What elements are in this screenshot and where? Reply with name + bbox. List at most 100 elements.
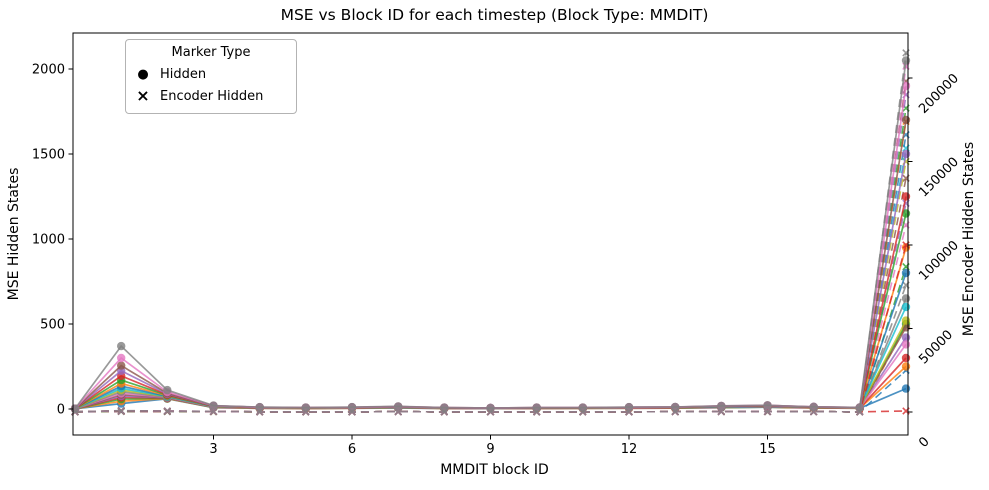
hidden-marker	[440, 403, 449, 412]
hidden-marker	[209, 401, 218, 410]
encoder-hidden-line	[74, 134, 907, 413]
series-timestep-5	[70, 174, 911, 416]
encoder-hidden-markers	[71, 117, 910, 416]
x-tick-label: 15	[759, 442, 776, 457]
left-y-tick-label: 0	[57, 403, 65, 418]
hidden-line	[74, 326, 907, 410]
hidden-marker	[117, 341, 126, 351]
encoder-hidden-line	[74, 178, 907, 413]
hidden-marker	[763, 401, 772, 410]
hidden-line	[74, 323, 907, 410]
encoder-hidden-line	[74, 266, 907, 413]
series-timestep-9	[70, 144, 911, 416]
series-timestep-11	[70, 117, 911, 416]
hidden-marker	[901, 316, 911, 325]
encoder-hidden-markers	[71, 131, 910, 416]
hidden-marker	[671, 402, 680, 412]
hidden-line	[74, 272, 907, 410]
series-timestep-17	[70, 49, 911, 416]
left-y-tick-label: 500	[40, 318, 65, 333]
encoder-hidden-markers	[71, 241, 910, 416]
left-y-tick-label: 2000	[32, 63, 65, 78]
hidden-line	[74, 343, 907, 410]
legend-item-label: Encoder Hidden	[160, 88, 264, 104]
encoder-hidden-markers	[71, 199, 910, 416]
hidden-marker	[901, 353, 911, 363]
encoder-hidden-markers	[71, 174, 910, 416]
encoder-hidden-line	[74, 244, 907, 413]
hidden-marker	[901, 115, 911, 125]
hidden-line	[74, 196, 907, 410]
legend-item-hidden: ● Hidden	[126, 63, 296, 85]
series-timestep-8	[70, 157, 911, 416]
hidden-marker	[901, 302, 911, 312]
hidden-marker	[717, 401, 726, 411]
series-timestep-6	[70, 221, 911, 416]
series-layer	[70, 49, 911, 416]
x-tick-label: 3	[209, 442, 217, 457]
hidden-marker	[901, 192, 911, 201]
series-timestep-2	[70, 262, 911, 416]
hidden-line	[74, 85, 907, 410]
hidden-marker	[901, 340, 911, 349]
encoder-hidden-markers	[71, 144, 910, 416]
series-timestep-15	[70, 77, 911, 416]
hidden-marker	[624, 402, 634, 412]
encoder-hidden-markers	[71, 157, 910, 416]
encoder-hidden-line	[74, 224, 907, 413]
hidden-line	[74, 320, 907, 410]
hidden-line	[74, 247, 907, 410]
encoder-hidden-line	[74, 324, 907, 413]
hidden-line	[74, 213, 907, 410]
left-y-axis-label: MSE Hidden States	[6, 167, 22, 301]
series-timestep-13	[70, 192, 911, 416]
series-timestep-12	[70, 104, 911, 416]
encoder-hidden-line	[74, 284, 907, 413]
encoder-hidden-markers	[71, 221, 910, 416]
hidden-marker	[901, 56, 911, 65]
series-timestep-7	[70, 281, 911, 416]
right-y-tick-label: 0	[916, 434, 932, 450]
series-timestep-16	[70, 62, 911, 416]
right-y-tick-label: 50000	[916, 327, 956, 367]
encoder-hidden-line	[74, 161, 907, 413]
x-axis-label: MMDIT block ID	[440, 462, 549, 478]
hidden-line	[74, 306, 907, 410]
encoder-hidden-markers	[71, 77, 910, 416]
hidden-marker	[532, 403, 541, 412]
x-tick-label: 6	[348, 442, 356, 457]
hidden-line	[74, 337, 907, 410]
encoder-hidden-line	[74, 203, 907, 413]
hidden-marker	[301, 403, 310, 412]
x-marker-icon: ×	[136, 86, 150, 105]
x-tick-label: 9	[486, 442, 494, 457]
right-y-tick-label: 100000	[916, 238, 962, 284]
encoder-hidden-markers	[71, 90, 910, 416]
hidden-line	[74, 119, 907, 410]
chart-title: MSE vs Block ID for each timestep (Block…	[280, 6, 709, 24]
hidden-marker	[901, 384, 911, 393]
legend-item-encoder-hidden: × Encoder Hidden	[126, 85, 296, 107]
hidden-marker	[901, 294, 911, 303]
encoder-hidden-markers	[71, 104, 910, 416]
encoder-hidden-markers	[71, 49, 910, 416]
hidden-marker	[901, 149, 911, 159]
left-y-tick-label: 1000	[32, 233, 65, 248]
series-timestep-10	[70, 131, 911, 416]
hidden-marker	[163, 385, 172, 395]
hidden-marker	[117, 353, 126, 363]
encoder-hidden-line	[74, 147, 907, 413]
series-timestep-14	[70, 90, 911, 416]
encoder-hidden-markers	[71, 62, 910, 416]
encoder-hidden-line	[74, 94, 907, 413]
hidden-marker	[901, 362, 911, 371]
hidden-marker	[901, 268, 911, 278]
right-y-tick-label: 200000	[916, 71, 962, 117]
encoder-hidden-line	[74, 81, 907, 413]
left-y-tick-label: 1500	[32, 148, 65, 163]
encoder-hidden-line	[74, 107, 907, 413]
encoder-hidden-markers	[71, 281, 910, 416]
legend-title: Marker Type	[171, 45, 251, 60]
legend: Marker Type ● Hidden × Encoder Hidden	[125, 39, 297, 114]
